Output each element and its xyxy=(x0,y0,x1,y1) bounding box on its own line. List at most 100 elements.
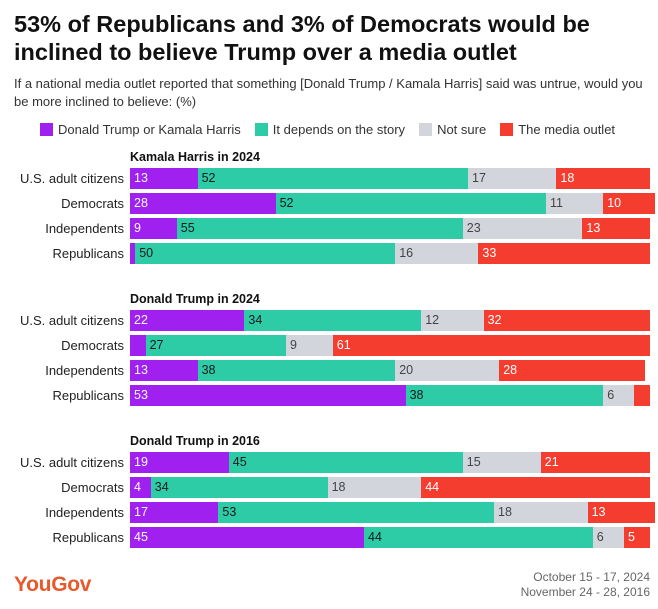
row-label-democrats: Democrats xyxy=(61,480,124,495)
data-label: 20 xyxy=(399,363,414,377)
bar-segment-it-depends-on-the-story xyxy=(145,335,286,356)
row-label-republicans: Republicans xyxy=(52,530,124,545)
data-label: 28 xyxy=(134,196,148,210)
bar-segment-donald-trump-or-kamala-harris xyxy=(130,335,146,356)
legend-item-depends: It depends on the story xyxy=(254,122,405,137)
bar-segment-not-sure xyxy=(468,168,557,189)
bar-segment-it-depends-on-the-story xyxy=(364,527,593,548)
data-label: 19 xyxy=(134,455,148,469)
bar-segment-donald-trump-or-kamala-harris xyxy=(130,385,406,406)
data-label: 9 xyxy=(134,221,141,235)
survey-dates: October 15 - 17, 2024 November 24 - 28, … xyxy=(521,570,650,600)
legend-swatch-depends xyxy=(254,122,268,136)
bar-segment-the-media-outlet xyxy=(587,502,656,523)
data-label: 15 xyxy=(466,455,481,469)
bar-segment-not-sure xyxy=(327,477,422,498)
bar-segment-the-media-outlet xyxy=(634,385,650,406)
data-label: 9 xyxy=(290,338,297,352)
bar-segment-the-media-outlet xyxy=(582,218,650,239)
bar-segment-it-depends-on-the-story xyxy=(150,477,328,498)
bar-segment-the-media-outlet xyxy=(556,168,650,189)
data-label: 52 xyxy=(279,196,294,210)
row-label-u-s-adult-citizens: U.S. adult citizens xyxy=(19,171,124,186)
bar-segment-it-depends-on-the-story xyxy=(228,452,463,473)
data-label: 17 xyxy=(472,171,486,185)
bar-segment-not-sure xyxy=(592,527,624,548)
data-label: 16 xyxy=(399,246,414,260)
bar-segment-it-depends-on-the-story xyxy=(218,502,494,523)
bar-segment-donald-trump-or-kamala-harris xyxy=(130,243,136,264)
data-label: 44 xyxy=(425,480,440,494)
data-label: 61 xyxy=(336,338,351,352)
bar-segment-the-media-outlet xyxy=(483,310,650,331)
section-title-donald-trump-in-2016: Donald Trump in 2016 xyxy=(130,434,260,448)
bar-segment-not-sure xyxy=(395,243,479,264)
bar-segment-not-sure xyxy=(603,385,635,406)
bar-segment-the-media-outlet xyxy=(624,527,650,548)
row-label-u-s-adult-citizens: U.S. adult citizens xyxy=(19,313,124,328)
data-label: 52 xyxy=(201,171,216,185)
bar-segment-not-sure xyxy=(286,335,333,356)
section-title-kamala-harris-in-2024: Kamala Harris in 2024 xyxy=(130,150,260,164)
bar-segment-the-media-outlet xyxy=(540,452,650,473)
bar-segment-the-media-outlet xyxy=(603,193,656,214)
data-label: 53 xyxy=(134,388,148,402)
data-label: 21 xyxy=(544,455,559,469)
data-label: 34 xyxy=(248,313,263,327)
data-label: 6 xyxy=(607,388,615,402)
bar-segment-it-depends-on-the-story xyxy=(244,310,422,331)
data-label: 32 xyxy=(487,313,502,327)
data-label: 18 xyxy=(560,171,575,185)
data-label: 34 xyxy=(154,480,169,494)
chart-title: 53% of Republicans and 3% of Democrats w… xyxy=(14,11,590,65)
legend-label-candidate: Donald Trump or Kamala Harris xyxy=(58,121,241,137)
bar-segment-donald-trump-or-kamala-harris xyxy=(130,360,198,381)
data-label: 28 xyxy=(503,363,518,377)
data-label: 50 xyxy=(139,246,154,260)
bar-segment-not-sure xyxy=(462,452,541,473)
row-label-independents: Independents xyxy=(45,221,124,236)
row-label-democrats: Democrats xyxy=(61,338,124,353)
data-label: 6 xyxy=(596,530,604,544)
bar-segment-the-media-outlet xyxy=(332,335,650,356)
data-label: 5 xyxy=(628,530,635,544)
data-label: 13 xyxy=(586,221,601,235)
data-label: 11 xyxy=(550,196,563,210)
bar-segment-the-media-outlet xyxy=(499,360,645,381)
data-label: 23 xyxy=(466,221,481,235)
data-label: 38 xyxy=(201,363,216,377)
data-label: 38 xyxy=(409,388,424,402)
bar-segment-the-media-outlet xyxy=(421,477,650,498)
data-label: 27 xyxy=(149,338,164,352)
bar-segment-donald-trump-or-kamala-harris xyxy=(130,452,229,473)
legend-item-candidate: Donald Trump or Kamala Harris xyxy=(40,122,241,137)
bar-segment-donald-trump-or-kamala-harris xyxy=(130,310,245,331)
bar-segment-not-sure xyxy=(546,193,604,214)
bar-segment-donald-trump-or-kamala-harris xyxy=(130,477,151,498)
legend-swatch-media xyxy=(500,122,514,136)
bar-segment-not-sure xyxy=(421,310,484,331)
legend-swatch-candidate xyxy=(40,122,53,136)
bar-segment-not-sure xyxy=(494,502,588,523)
bar-segment-it-depends-on-the-story xyxy=(405,385,604,406)
data-label: 45 xyxy=(134,530,148,544)
data-label: 44 xyxy=(368,530,382,544)
row-label-independents: Independents xyxy=(45,505,124,520)
row-label-democrats: Democrats xyxy=(61,196,124,211)
bar-segment-donald-trump-or-kamala-harris xyxy=(130,502,219,523)
data-label: 33 xyxy=(482,246,497,260)
legend: Donald Trump or Kamala Harris It depends… xyxy=(40,120,629,138)
bar-segment-donald-trump-or-kamala-harris xyxy=(130,193,276,214)
section-title-donald-trump-in-2024: Donald Trump in 2024 xyxy=(130,292,260,306)
row-label-independents: Independents xyxy=(45,363,124,378)
legend-item-not-sure: Not sure xyxy=(419,122,486,137)
data-label: 12 xyxy=(425,313,440,327)
data-label: 18 xyxy=(331,480,346,494)
data-label: 45 xyxy=(232,455,247,469)
chart-subtitle: If a national media outlet reported that… xyxy=(14,76,643,109)
bar-segment-it-depends-on-the-story xyxy=(135,243,396,264)
legend-swatch-not-sure xyxy=(419,122,433,136)
legend-item-media: The media outlet xyxy=(500,122,615,137)
data-label: 13 xyxy=(134,363,148,377)
bar-segment-it-depends-on-the-story xyxy=(197,360,396,381)
